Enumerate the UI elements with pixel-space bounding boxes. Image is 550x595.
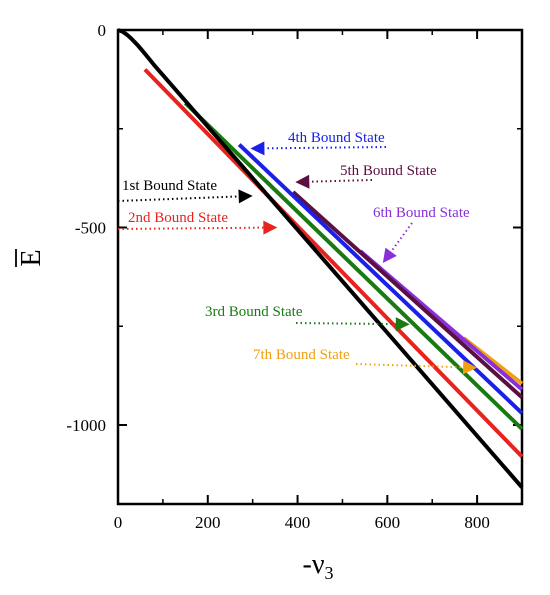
x-tick-label: 400: [285, 513, 311, 532]
annotation-label: 4th Bound State: [288, 130, 385, 146]
annotation-arrowhead: [238, 189, 253, 204]
axes: [116, 28, 524, 506]
annotation-arrowhead: [462, 360, 478, 375]
annotation-label: 2nd Bound State: [128, 210, 228, 226]
x-tick-label: 800: [464, 513, 490, 532]
x-tick-label: 200: [195, 513, 221, 532]
annotation-label: 5th Bound State: [340, 163, 437, 179]
annotation-leader: [355, 363, 464, 369]
annotation-label: 3rd Bound State: [205, 304, 303, 320]
annotation-2: 2nd Bound State: [117, 210, 278, 235]
series-line-1: [117, 28, 524, 489]
tick-labels: 0 200 400 600 800 0 -500 -1000: [66, 21, 490, 532]
annotation-arrowhead: [250, 141, 265, 156]
annotation-label: 7th Bound State: [253, 347, 350, 363]
annotation-6: 6th Bound State: [373, 205, 470, 264]
x-tick-label: 0: [114, 513, 123, 532]
series-line-2: [143, 68, 524, 458]
plot-frame: [116, 28, 524, 506]
series-line-5: [291, 190, 524, 399]
annotation-label: 1st Bound State: [122, 178, 217, 194]
series-line-4: [237, 143, 524, 415]
y-axis-title: E: [16, 249, 47, 266]
y-tick-label: -500: [75, 219, 106, 238]
series-line-3: [183, 101, 524, 431]
series-layer: [117, 28, 524, 489]
annotation-arrowhead: [382, 247, 397, 264]
annotation-arrowhead: [263, 220, 278, 235]
y-tick-label: 0: [98, 21, 107, 40]
y-tick-label: -1000: [66, 416, 106, 435]
x-axis-title: -ν3: [303, 549, 334, 583]
annotation-leader: [309, 179, 373, 183]
annotation-leader: [117, 195, 239, 202]
x-tick-label: 600: [375, 513, 401, 532]
annotation-layer: 1st Bound State 2nd Bound State 3rd Bound …: [117, 130, 478, 375]
annotation-arrowhead: [395, 317, 410, 332]
annotation-leader: [264, 146, 387, 150]
annotation-leader: [390, 222, 413, 253]
annotation-arrowhead: [295, 174, 310, 189]
annotation-7: 7th Bound State: [253, 347, 478, 375]
annotation-leader: [117, 226, 264, 230]
annotation-leader: [295, 322, 396, 326]
annotation-label: 6th Bound State: [373, 205, 470, 221]
annotation-1: 1st Bound State: [117, 178, 253, 204]
annotation-4: 4th Bound State: [250, 130, 387, 156]
annotation-3: 3rd Bound State: [205, 304, 410, 332]
annotation-5: 5th Bound State: [295, 163, 437, 189]
